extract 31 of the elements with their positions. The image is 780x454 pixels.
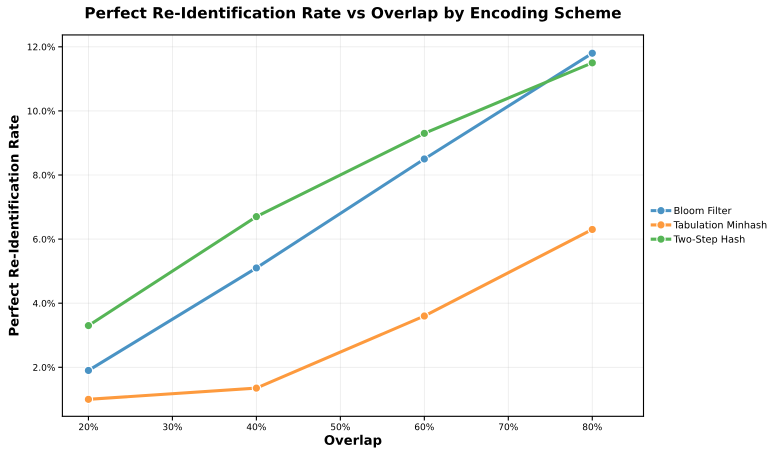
point — [420, 311, 430, 321]
point — [252, 263, 262, 273]
legend-label: Two-Step Hash — [674, 235, 744, 245]
point — [588, 48, 597, 58]
point — [84, 320, 94, 330]
point — [84, 394, 94, 404]
legend-label: Tabulation Minhash — [674, 220, 766, 228]
y-tick-label: 4.0% — [32, 300, 55, 307]
y-tick-label: 2.0% — [33, 364, 55, 371]
point — [84, 366, 94, 376]
point — [420, 154, 430, 164]
x-axis-title: Overlap — [324, 434, 382, 448]
y-tick-label: 10.0% — [28, 108, 55, 114]
x-tick-label: 70% — [499, 423, 518, 430]
x-tick-label: 30% — [163, 423, 182, 430]
y-tick-label: 8.0% — [33, 172, 55, 179]
x-tick-label: 60% — [414, 423, 434, 430]
x-tick-label: 40% — [246, 423, 266, 430]
point — [588, 224, 597, 234]
point — [252, 383, 262, 393]
y-tick-label: 12.0% — [28, 44, 55, 50]
y-axis-title: Perfect Re-Identification Rate — [8, 115, 19, 336]
point — [588, 58, 597, 68]
y-tick-label: 6.0% — [33, 236, 55, 243]
legend-label: Bloom Filter — [674, 206, 732, 214]
point — [252, 212, 262, 222]
x-tick-label: 50% — [331, 423, 350, 430]
x-tick-label: 80% — [582, 423, 602, 430]
x-tick-label: 20% — [79, 423, 98, 430]
chart-title: Perfect Re-Identification Rate vs Overlap by Encoding Scheme — [86, 6, 621, 22]
point — [420, 128, 430, 138]
